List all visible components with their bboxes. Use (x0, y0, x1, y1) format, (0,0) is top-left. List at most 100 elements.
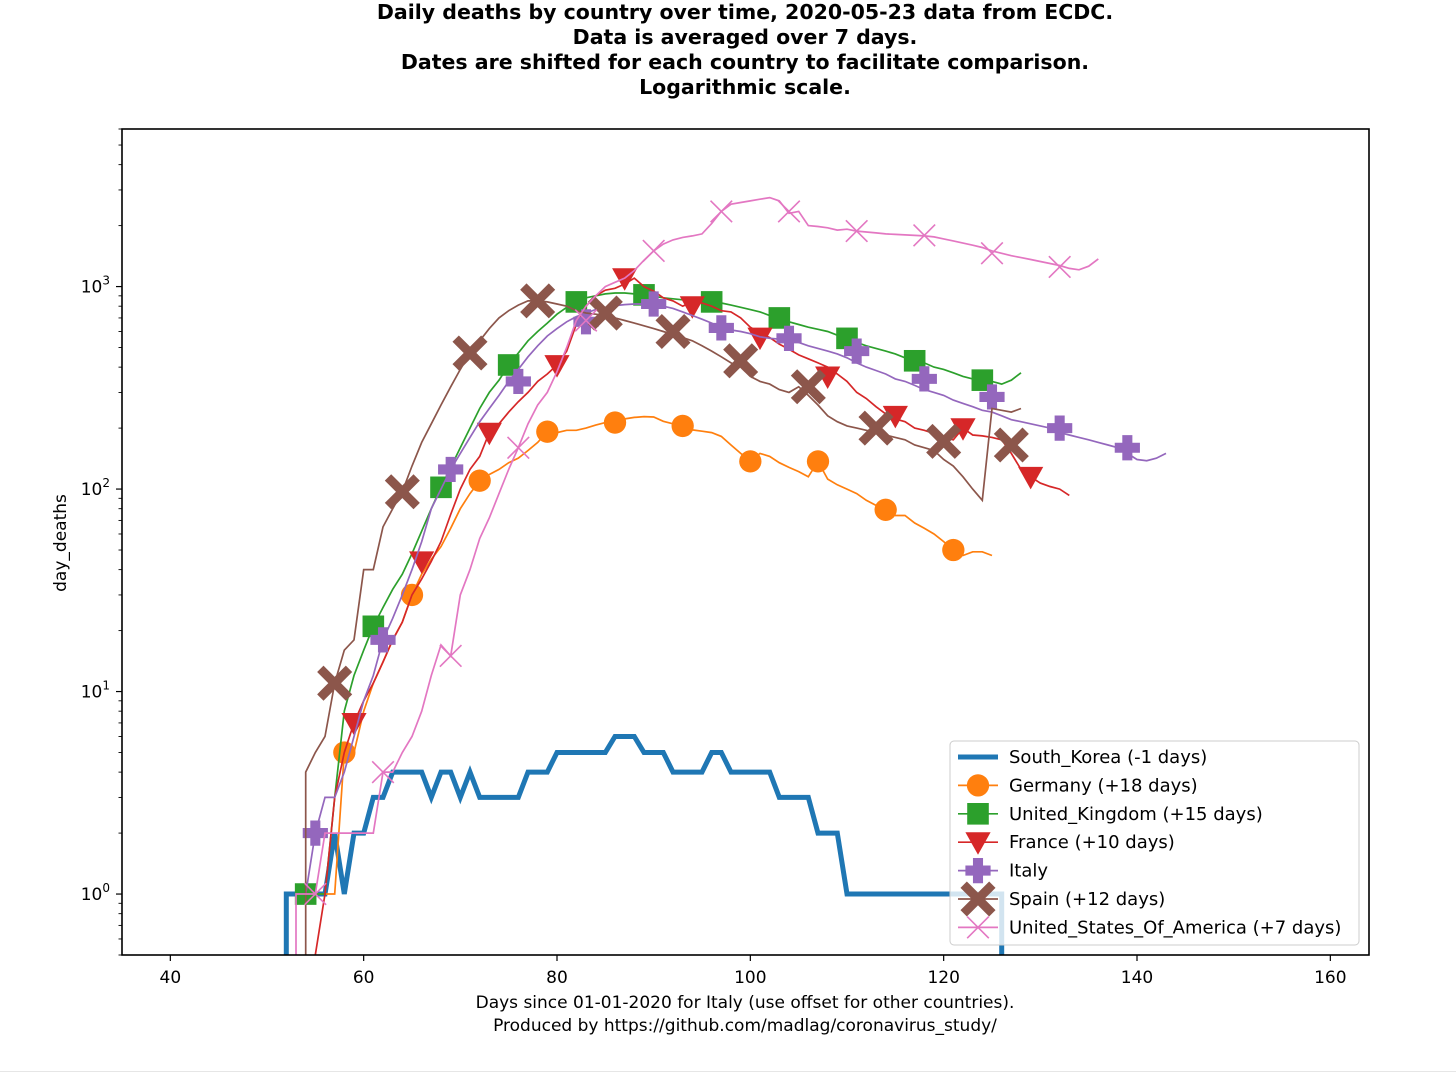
data-point-marker (858, 410, 894, 446)
legend-marker-icon (965, 832, 991, 855)
data-point-marker (912, 224, 936, 247)
series-italy (302, 291, 1167, 895)
series-germany (305, 411, 993, 895)
data-point-marker (439, 644, 463, 668)
data-point-marker (723, 343, 759, 379)
data-point-marker (844, 338, 870, 364)
data-point-marker (536, 420, 559, 443)
legend-item: South_Korea (-1 days) (958, 747, 1207, 768)
data-point-marker (950, 418, 976, 441)
data-point-marker (642, 239, 666, 263)
data-point-marker (452, 335, 488, 371)
series-line (304, 300, 1022, 955)
data-point-marker (505, 368, 531, 395)
y-axis-label: day_deaths (51, 494, 71, 592)
data-point-marker (874, 498, 897, 521)
data-point-marker (655, 313, 691, 350)
data-point-marker (777, 200, 801, 223)
legend-item: United_States_Of_America (+7 days) (958, 916, 1341, 939)
legend-marker-icon (967, 803, 989, 825)
data-point-marker (303, 882, 327, 906)
data-point-marker (476, 422, 502, 446)
data-point-marker (1047, 415, 1073, 441)
legend-item: United_Kingdom (+15 days) (958, 803, 1263, 825)
data-point-marker (845, 219, 869, 243)
data-point-marker (603, 411, 627, 434)
x-tick-label: 100 (734, 968, 766, 988)
series-united-states-of-america (295, 196, 1099, 955)
legend-label: United_Kingdom (+15 days) (1009, 804, 1263, 825)
data-point-marker (993, 427, 1029, 463)
data-point-marker (438, 456, 464, 483)
data-point-marker (708, 315, 734, 341)
data-point-marker (979, 384, 1005, 410)
series-line (283, 734, 1005, 955)
y-axis: 100 101 102 103 (81, 128, 122, 956)
data-point-marker (882, 405, 908, 429)
page-divider (0, 1071, 1456, 1072)
data-point-marker (641, 291, 667, 317)
data-point-marker (302, 820, 328, 846)
data-point-marker (468, 469, 491, 492)
data-point-marker (1018, 466, 1044, 490)
title-line-3: Dates are shifted for each country to fa… (400, 50, 1090, 74)
data-point-marker (980, 241, 1004, 265)
y-tick-label: 103 (81, 274, 110, 298)
y-tick-label: 100 (81, 881, 110, 905)
y-tick-label: 102 (81, 476, 110, 500)
legend-marker-icon (966, 916, 990, 939)
legend-item: Italy (958, 858, 1048, 884)
data-point-marker (371, 760, 395, 784)
legend-label: Italy (1009, 861, 1048, 882)
data-point-marker (574, 309, 598, 332)
legend-marker-icon (960, 881, 996, 917)
y-tick-label: 101 (81, 679, 110, 703)
data-point-marker (587, 295, 623, 331)
data-point-marker (942, 538, 965, 562)
title-line-2: Data is averaged over 7 days. (572, 25, 918, 49)
data-point-marker (341, 713, 367, 736)
series-spain (304, 283, 1029, 955)
x-tick-label: 80 (546, 968, 568, 988)
series-layer (283, 196, 1167, 955)
plot-frame (121, 128, 1370, 956)
series-south-korea (283, 734, 1005, 955)
legend-box (949, 740, 1360, 946)
legend-label: Spain (+12 days) (1009, 889, 1165, 910)
data-point-marker (520, 283, 556, 319)
data-point-marker (1114, 435, 1140, 461)
legend-item: Spain (+12 days) (958, 881, 1165, 917)
x-tick-label: 160 (1314, 968, 1346, 988)
credit-line: Produced by https://github.com/madlag/co… (493, 1016, 997, 1036)
legend-item: Germany (+18 days) (958, 774, 1198, 797)
legend-marker-icon (966, 774, 990, 797)
data-point-marker (384, 474, 420, 510)
x-tick-label: 140 (1121, 968, 1153, 988)
legend-marker-icon (965, 858, 991, 884)
title-line-4: Logarithmic scale. (639, 75, 851, 99)
data-point-marker (806, 450, 830, 473)
data-point-marker (409, 551, 435, 574)
data-point-marker (903, 349, 926, 372)
data-point-marker (911, 366, 937, 392)
data-point-marker (370, 627, 396, 653)
data-point-marker (700, 291, 723, 313)
data-point-marker (544, 355, 570, 378)
series-line (295, 196, 1099, 955)
x-axis-label: Days since 01-01-2020 for Italy (use off… (475, 993, 1015, 1013)
legend: South_Korea (-1 days) Germany (+18 days) U… (949, 740, 1360, 946)
data-point-marker (768, 307, 791, 329)
data-point-marker (776, 325, 802, 351)
data-point-marker (506, 436, 530, 460)
data-point-marker (671, 414, 694, 438)
legend-label: United_States_Of_America (+7 days) (1009, 917, 1341, 938)
legend-item: France (+10 days) (958, 832, 1175, 855)
data-point-marker (1048, 255, 1072, 279)
x-tick-label: 120 (927, 968, 959, 988)
chart-title: Daily deaths by country over time, 2020-… (0, 0, 1456, 100)
x-tick-label: 60 (353, 968, 375, 988)
data-point-marker (573, 309, 599, 335)
title-line-1: Daily deaths by country over time, 2020-… (376, 0, 1114, 24)
data-point-marker (317, 665, 353, 701)
